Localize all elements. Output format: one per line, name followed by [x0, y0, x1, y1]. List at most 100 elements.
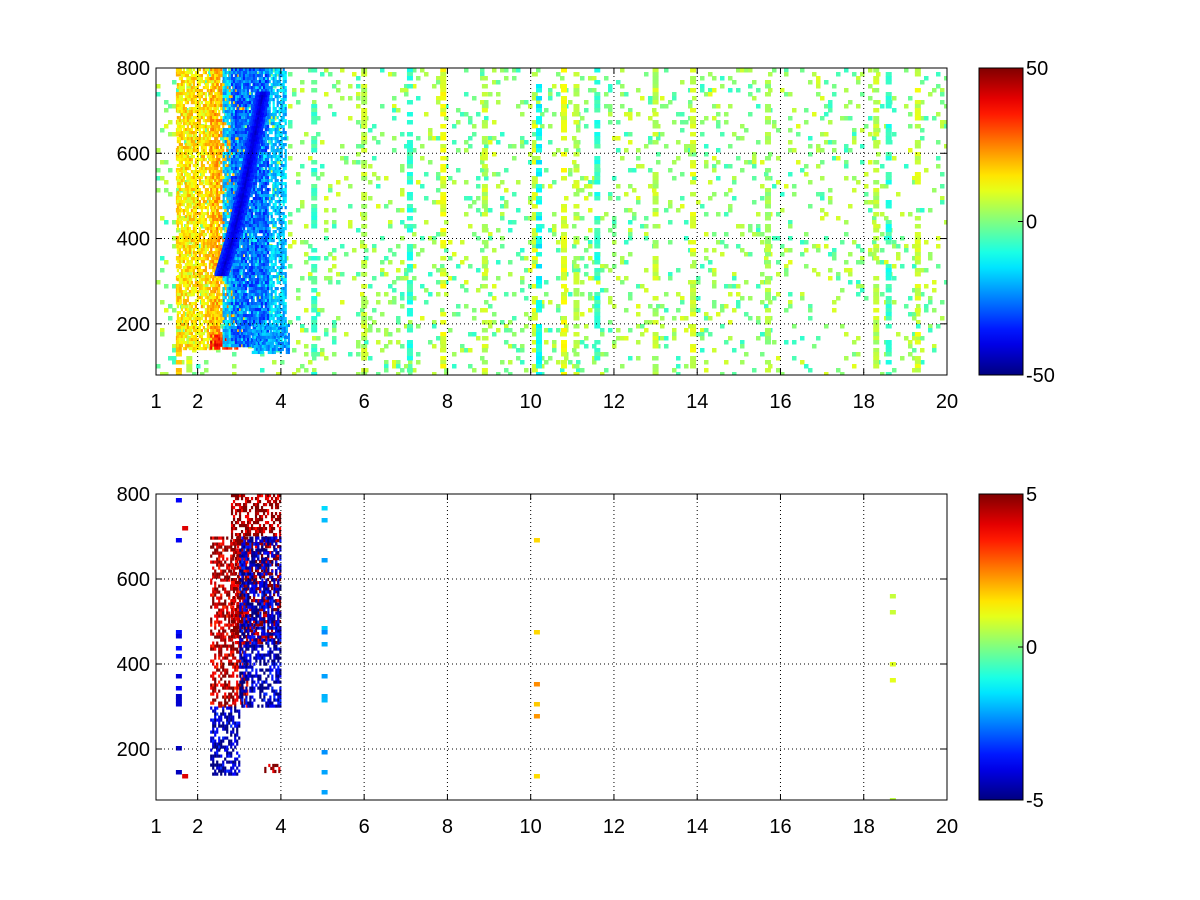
heatmap-cell: [720, 304, 725, 309]
heatmap-region-cell: [206, 275, 210, 279]
heatmap-cell: [832, 308, 837, 313]
heatmap-cell: [816, 248, 821, 253]
heatmap-cell: [844, 164, 849, 169]
heatmap-region-cell: [214, 269, 217, 273]
heatmap-cell: [740, 168, 745, 173]
heatmap-region-cell: [218, 296, 221, 300]
heatmap-region-cell: [204, 182, 208, 186]
heatmap-region-cell: [182, 155, 186, 159]
heatmap-region-cell: [202, 236, 206, 240]
heatmap-region-cell: [194, 251, 198, 255]
heatmap-region-cell: [210, 251, 213, 255]
heatmap-stripe-cell: [560, 332, 567, 337]
heatmap-cell: [752, 152, 757, 157]
heatmap-stripe-cell: [914, 272, 921, 277]
heatmap-region-cell: [186, 308, 190, 312]
heatmap-region-cell: [184, 347, 188, 351]
heatmap-cell: [332, 328, 337, 333]
heatmap-cell: [168, 192, 173, 197]
heatmap-region-cell: [228, 146, 231, 150]
heatmap-region-cell: [176, 83, 180, 87]
heatmap-cell: [712, 304, 717, 309]
heatmap-region-cell: [188, 68, 192, 72]
heatmap-region-cell: [218, 95, 221, 99]
heatmap-region-cell: [192, 224, 196, 228]
heatmap-cell: [308, 156, 313, 161]
heatmap-region-cell: [194, 134, 198, 138]
heatmap-cell: [304, 352, 309, 357]
heatmap-cell: [356, 272, 361, 277]
heatmap-stripe-cell: [481, 256, 488, 261]
heatmap-region-cell: [178, 332, 182, 336]
heatmap-cell: [172, 344, 177, 349]
heatmap-stripe-cell: [406, 296, 413, 301]
heatmap-cell: [820, 216, 825, 221]
heatmap-region-cell: [178, 260, 182, 264]
heatmap-stripe-cell: [885, 228, 892, 233]
heatmap-stripe-cell: [885, 172, 892, 177]
heatmap-cell: [400, 220, 405, 225]
heatmap-cell: [324, 332, 329, 337]
heatmap-region-cell: [186, 155, 190, 159]
heatmap-region-cell: [224, 293, 227, 297]
heatmap-region-cell: [178, 122, 182, 126]
heatmap-region-cell: [216, 116, 219, 120]
heatmap-stripe-cell: [531, 72, 538, 77]
heatmap-stripe-cell: [652, 124, 659, 129]
heatmap-region-cell: [198, 266, 202, 270]
heatmap-stripe-cell: [873, 68, 880, 73]
heatmap-cell: [592, 88, 597, 93]
heatmap-cell: [680, 80, 685, 85]
heatmap-cell: [880, 372, 885, 375]
heatmap-region-cell: [198, 134, 202, 138]
heatmap-cell: [720, 308, 725, 313]
heatmap-stripe-cell: [764, 108, 771, 113]
heatmap-stripe-cell: [594, 124, 601, 129]
heatmap-stripe-cell: [531, 92, 538, 97]
heatmap-region-cell: [210, 152, 213, 156]
heatmap-stripe-cell: [690, 264, 697, 269]
heatmap-region-cell: [184, 233, 188, 237]
heatmap-cell: [460, 240, 465, 245]
heatmap-region-cell: [214, 149, 218, 153]
heatmap-region-cell: [192, 233, 196, 237]
heatmap-region-cell: [208, 134, 212, 138]
heatmap-cell: [528, 160, 533, 165]
heatmap-stripe-cell: [914, 144, 921, 149]
heatmap-region-cell: [176, 335, 180, 339]
heatmap-cell: [716, 160, 721, 165]
heatmap-cell: [868, 208, 873, 213]
heatmap-stripe-cell: [764, 120, 771, 125]
heatmap-cell: [304, 344, 309, 349]
heatmap-stripe-cell: [652, 172, 659, 177]
heatmap-stripe-cell: [560, 236, 567, 241]
heatmap-cell: [500, 360, 505, 365]
heatmap-region-cell: [178, 104, 182, 108]
heatmap-region-cell: [210, 116, 213, 120]
heatmap-cell: [344, 252, 349, 257]
heatmap-stripe-cell: [885, 288, 892, 293]
heatmap-cell: [680, 196, 685, 201]
heatmap-region-cell: [212, 323, 216, 327]
heatmap-region-cell: [212, 230, 216, 234]
heatmap-region-cell: [202, 257, 206, 261]
heatmap-cell: [516, 180, 521, 185]
heatmap-region-cell: [180, 335, 184, 339]
heatmap-cell: [912, 244, 917, 249]
heatmap-cell: [340, 272, 345, 277]
heatmap-region-cell: [178, 161, 182, 165]
heatmap-cell: [928, 300, 933, 305]
heatmap-region-cell: [182, 242, 186, 246]
heatmap-region-cell: [198, 167, 202, 171]
heatmap-region-cell: [192, 275, 196, 279]
heatmap-cell: [428, 128, 433, 133]
heatmap-stripe-cell: [573, 104, 580, 109]
heatmap-cell: [584, 272, 589, 277]
heatmap-stripe-cell: [481, 124, 488, 129]
heatmap-region-cell: [182, 83, 186, 87]
heatmap-region-cell: [194, 236, 198, 240]
heatmap-region-cell: [186, 221, 190, 225]
heatmap-stripe-cell: [531, 264, 538, 269]
heatmap-region-cell: [206, 326, 210, 330]
heatmap-region-cell: [216, 236, 219, 240]
